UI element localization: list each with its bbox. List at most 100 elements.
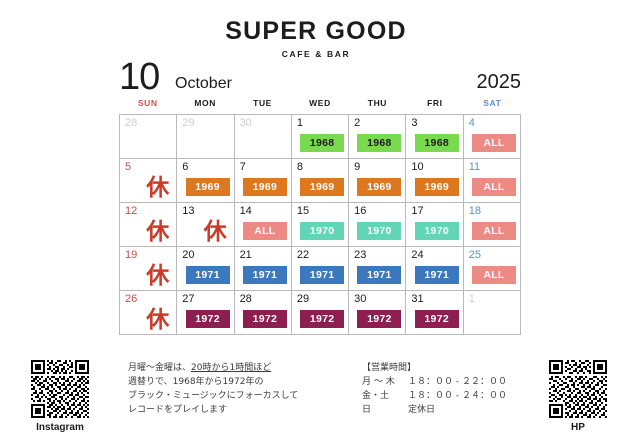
day-badge-1972: 1972 [185,310,230,328]
day-number: 13 [182,205,195,217]
calendar-grid: SUN MON TUE WED THU FRI SAT 28 29 30 1 1968 2 1968 3 1… [119,98,521,335]
calendar-day-cell[interactable]: 27 1972 [177,291,235,335]
day-number: 31 [411,293,424,305]
day-badge-1969: 1969 [414,178,459,196]
day-number: 25 [468,249,481,261]
day-number: 23 [354,249,367,261]
day-badge-1971: 1971 [414,266,459,284]
business-hours-days: 金・土 [362,390,390,401]
calendar-day-cell[interactable]: 29 1972 [291,291,350,335]
calendar-day-cell[interactable]: 3 1968 [406,115,464,159]
day-badge-1969: 1969 [242,178,287,196]
calendar-day-cell[interactable]: 26 休 [120,291,178,335]
day-badge-1971: 1971 [300,266,345,284]
calendar-day-cell[interactable]: 30 1972 [349,291,407,335]
calendar-weeks: 28 29 30 1 1968 2 1968 3 1968 4 ALL 5 休 6 1969 7 1969 8 19… [119,114,521,335]
day-number: 22 [296,249,310,261]
day-number: 29 [296,293,310,305]
calendar-day-cell[interactable]: 8 1969 [291,159,350,203]
calendar-day-cell: 28 [120,115,178,159]
day-badge-1970: 1970 [357,222,402,240]
program-note-line-2: 週替りで、1968年から1972年の [128,376,264,387]
day-number: 14 [239,205,252,217]
day-badge-1971: 1971 [357,266,402,284]
qr-instagram-caption: Instagram [36,422,84,433]
calendar-day-cell: 29 [177,115,235,159]
qr-hp-block[interactable]: HP [542,360,614,433]
calendar-day-cell[interactable]: 11 ALL [463,159,521,203]
calendar-day-cell[interactable]: 22 1971 [291,247,350,291]
calendar-day-cell[interactable]: 4 ALL [463,115,521,159]
calendar-day-cell[interactable]: 25 ALL [463,247,521,291]
calendar-week-row: 26 休 27 1972 28 1972 29 1972 30 1972 31 1972 1 [120,291,521,335]
day-badge-1972: 1972 [242,310,287,328]
day-number: 2 [354,117,361,129]
program-note: 月曜〜金曜は、20時から1時間ほど 週替りで、1968年から1972年の ブラッ… [128,362,346,418]
brand-header: SUPER GOOD CAFE & BAR [0,17,632,60]
business-hours-heading: 【営業時間】 [362,363,417,373]
day-number: 18 [468,205,481,217]
calendar-day-cell[interactable]: 6 1969 [177,159,235,203]
calendar-day-cell[interactable]: 23 1971 [349,247,407,291]
calendar-day-cell[interactable]: 19 休 [120,247,178,291]
business-hours-time: １８：００ - ２２：００ [408,376,507,387]
day-number: 10 [411,161,424,173]
month-number: 10 [119,56,160,98]
qr-hp-code[interactable] [549,360,607,418]
business-hours-time: １８：００ - ２４：００ [408,390,507,401]
calendar-day-cell[interactable]: 16 1970 [349,203,407,247]
day-badge-all: ALL [471,222,516,240]
calendar-day-cell[interactable]: 7 1969 [234,159,292,203]
day-number: 7 [239,161,246,173]
calendar-title: 10 October 2025 [119,56,522,98]
day-badge-all: ALL [471,134,516,152]
day-number: 30 [239,117,252,129]
day-badge-1968: 1968 [357,134,402,152]
day-badge-all: ALL [471,178,516,196]
calendar-day-cell[interactable]: 21 1971 [234,247,292,291]
calendar-day-cell[interactable]: 14 ALL [234,203,292,247]
day-number: 28 [239,293,252,305]
day-number: 19 [125,249,138,261]
day-number: 20 [182,249,195,261]
program-note-line-1-text: 月曜〜金曜は、 [128,363,192,373]
calendar-day-cell[interactable]: 1 1968 [291,115,350,159]
qr-instagram-code[interactable] [31,360,89,418]
calendar-day-cell[interactable]: 18 ALL [463,203,521,247]
calendar-day-cell[interactable]: 24 1971 [406,247,464,291]
calendar-day-cell[interactable]: 15 1970 [291,203,350,247]
day-number: 26 [125,293,138,305]
business-hours-row: 日 定休日 [362,404,527,418]
qr-instagram-svg [31,360,89,418]
calendar-day-cell[interactable]: 10 1969 [406,159,464,203]
business-hours-rows: 月 〜 木 １８：００ - ２２：００ 金・土 １８：００ - ２４：００ 日 定休日 [362,376,527,418]
qr-instagram-block[interactable]: Instagram [24,360,96,433]
day-number: 3 [411,117,418,129]
calendar-day-cell[interactable]: 13 休 [177,203,235,247]
day-badge-1969: 1969 [300,178,345,196]
calendar-day-cell[interactable]: 20 1971 [177,247,235,291]
calendar-day-cell[interactable]: 17 1970 [406,203,464,247]
day-badge-1968: 1968 [414,134,459,152]
calendar-day-cell[interactable]: 9 1969 [349,159,407,203]
calendar-day-cell[interactable]: 31 1972 [406,291,464,335]
day-number: 27 [182,293,195,305]
calendar-day-cell[interactable]: 2 1968 [349,115,407,159]
business-hours-time: 定休日 [408,404,436,415]
calendar-day-cell[interactable]: 28 1972 [234,291,292,335]
month-name: October [175,75,232,92]
business-hours-days: 月 〜 木 [362,376,395,387]
weekday-label-sat: SAT [483,98,502,108]
calendar-week-row: 28 29 30 1 1968 2 1968 3 1968 4 ALL [120,115,521,159]
brand-tagline: CAFE & BAR [281,49,351,59]
day-badge-1971: 1971 [185,266,230,284]
weekday-label-tue: TUE [253,98,272,108]
calendar-year: 2025 [476,71,522,93]
business-hours-days: 日 [362,404,372,415]
calendar-day-cell[interactable]: 12 休 [120,203,178,247]
day-number: 15 [296,205,310,217]
brand-name: SUPER GOOD [225,17,407,45]
qr-hp-caption: HP [571,422,585,433]
program-note-line-3: ブラック・ミュージックにフォーカスして [128,390,299,401]
